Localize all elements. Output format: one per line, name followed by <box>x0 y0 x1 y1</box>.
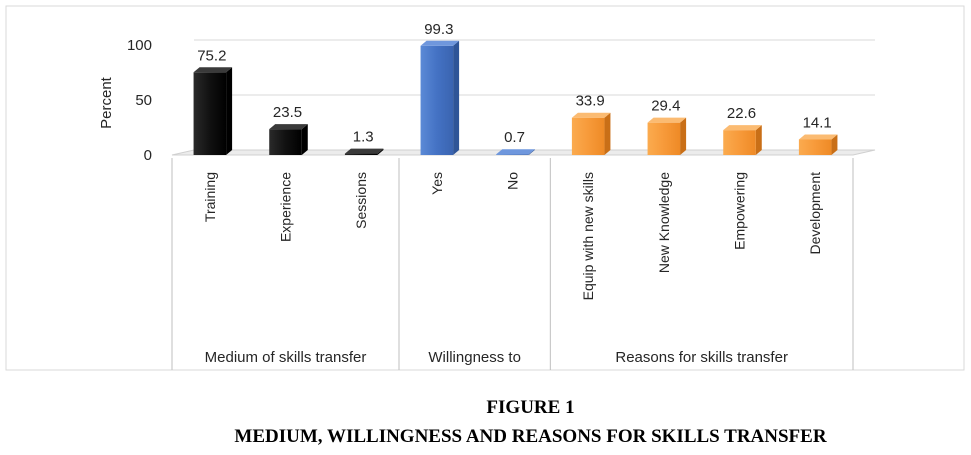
group-label: Reasons for skills transfer <box>615 349 788 366</box>
category-label: Equip with new skills <box>580 172 596 300</box>
group-label: Medium of skills transfer <box>205 349 367 366</box>
y-tick-label: 100 <box>127 37 152 54</box>
data-label: 33.9 <box>576 93 605 110</box>
bar-side <box>831 134 838 155</box>
bar-top <box>269 124 308 130</box>
data-label: 29.4 <box>651 98 680 115</box>
bar-top <box>798 134 838 140</box>
data-label: 23.5 <box>273 104 302 121</box>
data-label: 99.3 <box>424 21 453 38</box>
bar-side <box>301 124 308 155</box>
chart-border <box>5 5 965 371</box>
bar <box>571 117 605 155</box>
bars <box>193 40 838 155</box>
bar-side <box>604 112 611 155</box>
figure-number: FIGURE 1 <box>486 397 575 418</box>
category-label: No <box>505 172 521 190</box>
bar <box>269 129 302 155</box>
group-dividers <box>171 158 854 370</box>
category-label: Empowering <box>732 172 748 250</box>
chart: 0 50 100 75.2 Training 23.5 Experience 1.3 Sessi… <box>5 5 965 371</box>
bar <box>496 154 529 155</box>
bar <box>798 139 832 155</box>
bar <box>723 130 756 155</box>
category-label: New Knowledge <box>656 172 672 273</box>
bar-side <box>528 149 535 155</box>
chart-text: 0 50 100 75.2 Training 23.5 Experience 1.3 Sessi… <box>127 21 832 366</box>
bar-top <box>647 117 687 123</box>
data-label: 0.7 <box>504 129 525 146</box>
y-tick-label: 0 <box>144 147 152 164</box>
category-label: Yes <box>429 172 445 195</box>
bar-side <box>755 125 762 155</box>
bar <box>647 122 681 155</box>
category-label: Development <box>807 172 823 255</box>
data-label: 75.2 <box>197 47 226 64</box>
y-axis-label: Percent <box>98 76 115 129</box>
y-tick-label: 50 <box>135 92 152 109</box>
bar-side <box>453 40 460 155</box>
figure-title: MEDIUM, WILLINGNESS AND REASONS FOR SKIL… <box>234 426 827 447</box>
bar <box>193 72 227 155</box>
bar-side <box>377 148 384 155</box>
bar <box>344 153 378 155</box>
bar-top <box>496 149 535 155</box>
group-label: Willingness to <box>428 349 521 366</box>
bar-top <box>571 112 611 118</box>
bar-top <box>723 125 762 131</box>
bar-top <box>193 67 233 73</box>
data-label: 1.3 <box>353 129 374 146</box>
bar <box>420 45 454 155</box>
category-label: Experience <box>278 172 294 242</box>
bar-side <box>226 67 233 155</box>
data-label: 14.1 <box>803 114 832 131</box>
category-label: Training <box>202 172 218 222</box>
bar-top <box>344 148 384 154</box>
bar-top <box>420 40 460 46</box>
category-label: Sessions <box>353 172 369 229</box>
bar-side <box>680 117 687 155</box>
data-label: 22.6 <box>727 105 756 122</box>
